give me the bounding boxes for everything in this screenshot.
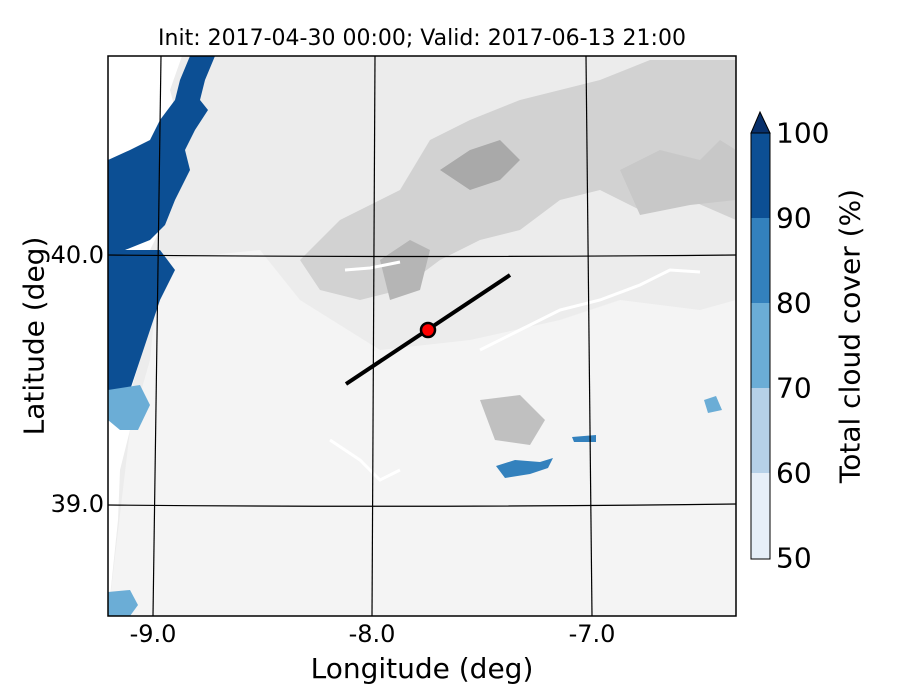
y-tick-label: 40.0: [50, 241, 104, 269]
mountain-peak: [440, 140, 520, 190]
cloud-cover-70-80: [108, 385, 150, 430]
graticule: [108, 56, 736, 616]
mountain-terrain: [300, 60, 736, 300]
colorbar-tick-label: 60: [776, 456, 812, 490]
x-tick-label: -9.0: [129, 620, 177, 648]
map-title: Init: 2017-04-30 00:00; Valid: 2017-06-1…: [158, 26, 686, 51]
colorbar-tick-label: 90: [776, 201, 812, 235]
cloud-cover-80-90: [496, 458, 553, 478]
river: [479, 268, 701, 352]
colorbar-tick-label: 70: [776, 371, 812, 405]
x-axis-label: Longitude (deg): [310, 652, 534, 685]
colorbar-extend-arrow: [750, 110, 771, 134]
mountain-peak: [480, 395, 545, 445]
mountain-peak: [620, 140, 736, 215]
colorbar-segment-80-90: [751, 218, 770, 303]
colorbar-tick-label: 80: [776, 286, 812, 320]
river: [329, 438, 401, 482]
colorbar-segment-60-70: [751, 388, 770, 473]
meridian-line: [585, 56, 593, 616]
y-tick-label: 39.0: [50, 490, 104, 518]
lowland-terrain: [108, 250, 736, 616]
parallel-line: [108, 503, 736, 507]
colorbar-segment-70-80: [751, 303, 770, 388]
colorbar-segment-50-60: [751, 473, 770, 559]
colorbar-label: Total cloud cover (%): [833, 188, 867, 484]
cloud-cover-70-80: [704, 396, 722, 413]
cloud-cover-90-100: [108, 56, 215, 252]
colorbar-tick-label: 50: [776, 541, 812, 575]
cloud-cover-70-80: [108, 590, 138, 616]
meridian-line: [152, 56, 162, 616]
river: [344, 260, 401, 272]
parallel-line: [108, 254, 736, 258]
meridian-line: [371, 56, 376, 616]
map-frame: [107, 55, 737, 617]
mountain-peak: [380, 240, 430, 300]
x-tick-label: -8.0: [348, 620, 396, 648]
colorbar-tick-label: 100: [776, 116, 830, 150]
colorbar-segment-90-100: [751, 133, 770, 218]
x-tick-label: -7.0: [568, 620, 616, 648]
location-marker: [419, 321, 437, 339]
colorbar-frame: [750, 132, 771, 560]
